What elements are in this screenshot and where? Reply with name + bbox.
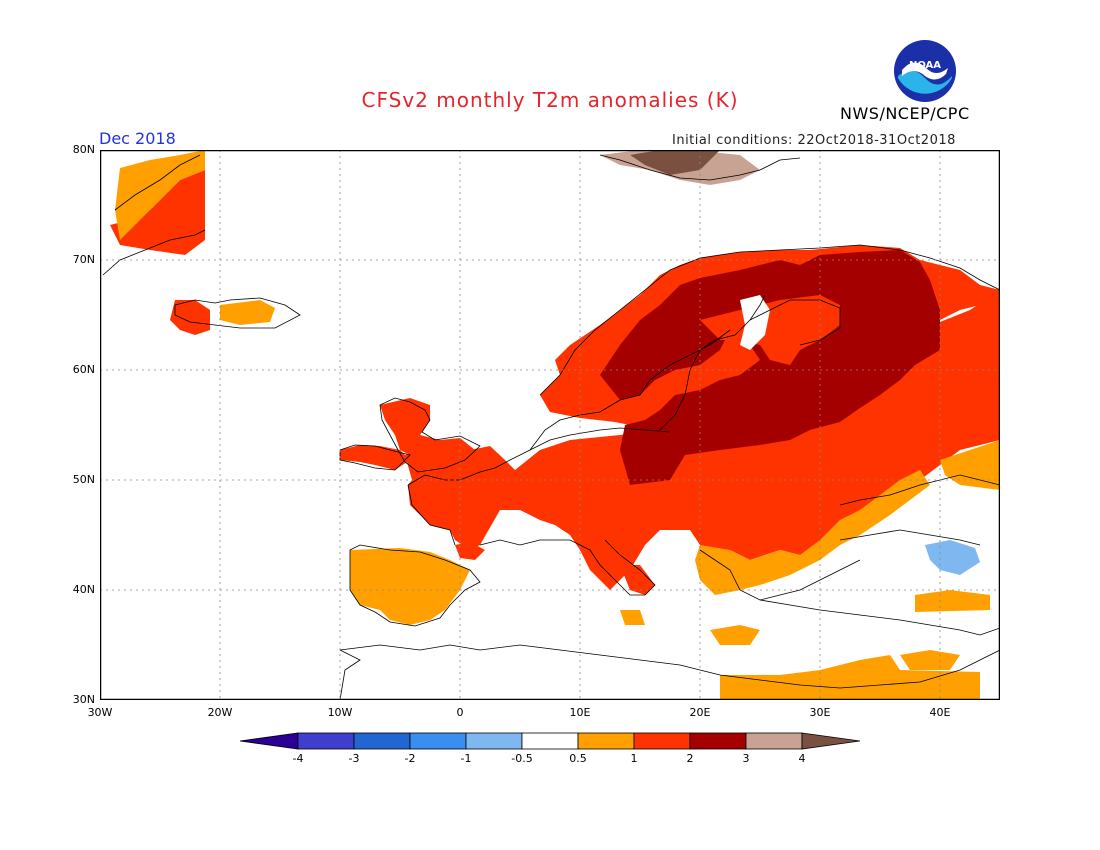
colorbar-label: 1 xyxy=(630,752,638,765)
initial-conditions-label: Initial conditions: 22Oct2018-31Oct2018 xyxy=(672,133,956,148)
lon-label-10e: 10E xyxy=(569,706,591,719)
colorbar-label: 0.5 xyxy=(569,752,587,765)
lat-label-70n: 70N xyxy=(72,253,95,266)
noaa-logo-icon: NOAA xyxy=(894,40,956,102)
logo-text: NOAA xyxy=(909,60,941,71)
colorbar-label: 2 xyxy=(686,752,694,765)
coastlines xyxy=(102,154,1000,700)
colorbar-label: 4 xyxy=(798,752,806,765)
lon-label-20w: 20W xyxy=(207,706,233,719)
lon-label-10w: 10W xyxy=(327,706,353,719)
lon-label-30w: 30W xyxy=(87,706,113,719)
agency-label: NWS/NCEP/CPC xyxy=(840,104,970,123)
lon-label-30e: 30E xyxy=(809,706,831,719)
map-title: CFSv2 monthly T2m anomalies (K) xyxy=(361,88,739,112)
lat-label-50n: 50N xyxy=(72,473,95,486)
colorbar-arrow-low xyxy=(240,732,299,750)
anomaly-map xyxy=(100,150,1000,700)
lon-label-40e: 40E xyxy=(929,706,951,719)
colorbar-label: -2 xyxy=(404,752,416,765)
anomaly-region-minus-1-to-minus-0.5 xyxy=(925,540,980,575)
lat-label-40n: 40N xyxy=(72,583,95,596)
colorbar-label: -0.5 xyxy=(511,752,533,765)
gridlines xyxy=(100,150,1000,700)
lat-label-30n: 30N xyxy=(72,693,95,706)
lon-label-20e: 20E xyxy=(689,706,711,719)
anomaly-region-0.5-to-1 xyxy=(115,150,1000,700)
colorbar-arrow-high xyxy=(801,732,860,750)
colorbar-label: 3 xyxy=(742,752,750,765)
anomaly-region-above-4 xyxy=(630,150,720,175)
lon-label-0: 0 xyxy=(456,706,464,719)
map-frame xyxy=(100,150,1000,700)
anomaly-region-2-to-3 xyxy=(600,250,940,485)
colorbar-label: -3 xyxy=(348,752,360,765)
lat-label-60n: 60N xyxy=(72,363,95,376)
lat-label-80n: 80N xyxy=(72,143,95,156)
colorbar-label: -4 xyxy=(292,752,304,765)
color-bar xyxy=(240,732,860,750)
forecast-month-label: Dec 2018 xyxy=(99,129,176,148)
colorbar-label: -1 xyxy=(460,752,472,765)
